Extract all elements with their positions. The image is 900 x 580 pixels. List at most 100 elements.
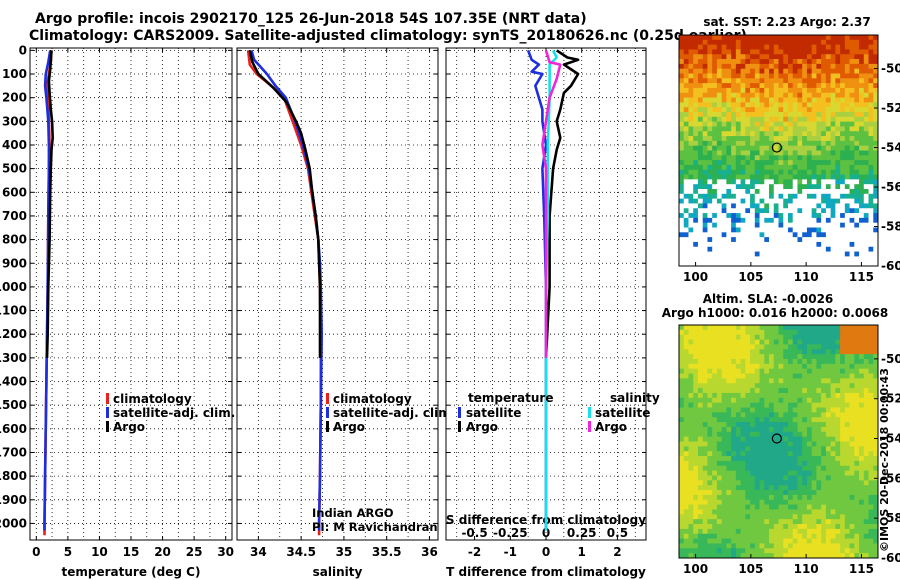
map-cell — [754, 102, 760, 108]
map-cell — [863, 241, 869, 248]
map-cell — [769, 261, 775, 267]
map-cell — [716, 251, 723, 257]
map-cell — [745, 475, 751, 481]
map-cell — [802, 407, 808, 413]
map-cell — [868, 232, 874, 238]
map-cell — [754, 54, 760, 60]
map-cell — [811, 102, 817, 108]
map-cell — [783, 83, 789, 89]
map-cell — [702, 446, 708, 452]
map-cell — [731, 553, 737, 559]
map-cell — [716, 78, 723, 84]
map-cell — [745, 538, 751, 544]
map-cell — [806, 251, 813, 257]
map-cell — [702, 397, 708, 404]
map-cell — [854, 121, 860, 127]
map-cell — [840, 256, 846, 262]
map-cell — [830, 160, 836, 166]
map-cell — [745, 189, 751, 195]
map-cell — [835, 383, 841, 389]
map-cell — [735, 116, 741, 123]
map-cell — [773, 334, 779, 340]
map-cell — [806, 460, 813, 467]
map-cell — [745, 198, 751, 204]
map-cell — [859, 504, 865, 510]
map-cell — [745, 553, 751, 559]
map-cell — [868, 160, 874, 166]
map-cell — [787, 524, 794, 530]
map-cell — [740, 131, 746, 137]
map-cell — [830, 465, 836, 472]
map-cell — [693, 222, 699, 228]
map-cell — [844, 256, 850, 262]
map-cell — [825, 59, 832, 65]
map-cell — [759, 412, 765, 418]
map-cell — [873, 339, 879, 345]
map-cell — [693, 499, 699, 505]
map-cell — [731, 54, 737, 60]
map-cell — [825, 184, 832, 190]
map-cell — [873, 470, 879, 476]
map-cell — [825, 169, 832, 175]
map-cell — [716, 97, 723, 103]
map-cell — [821, 232, 827, 238]
map-cell — [835, 509, 841, 515]
map-cell — [873, 373, 879, 379]
map-cell — [731, 504, 737, 510]
map-cell — [769, 246, 775, 252]
map-cell — [787, 145, 794, 151]
map-cell — [745, 59, 751, 65]
map-cell — [806, 514, 813, 520]
map-cell — [679, 44, 685, 50]
map-cell — [816, 548, 822, 554]
map-cell — [806, 426, 813, 433]
map-cell — [773, 102, 779, 108]
map-cell — [697, 363, 704, 370]
map-cell — [679, 217, 685, 224]
map-cell — [697, 126, 704, 132]
map-cell — [764, 131, 770, 137]
map-cell — [802, 208, 808, 214]
map-cell — [764, 49, 770, 55]
map-cell — [769, 378, 775, 384]
map-cell — [693, 78, 699, 84]
map-cell — [702, 107, 708, 113]
map-cell — [783, 329, 789, 336]
map-cell — [769, 126, 775, 132]
map-cell — [764, 63, 770, 70]
map-cell — [712, 519, 718, 525]
map-cell — [773, 145, 779, 151]
map-cell — [707, 524, 713, 530]
map-cell — [726, 349, 732, 355]
map-cell — [754, 524, 760, 530]
map-cell — [802, 499, 808, 505]
map-cell — [806, 73, 813, 79]
map-cell — [778, 524, 784, 530]
map-cell — [693, 63, 699, 70]
map-cell — [731, 431, 737, 438]
map-cell — [750, 431, 756, 438]
map-cell — [759, 241, 765, 248]
map-cell — [735, 334, 741, 340]
map-cell — [816, 373, 822, 379]
map-cell — [825, 528, 832, 535]
map-cell — [716, 392, 723, 399]
map-cell — [697, 198, 704, 204]
map-cell — [792, 217, 798, 224]
legend-swatch — [588, 421, 591, 432]
map-cell — [859, 349, 865, 355]
map-cell — [816, 358, 822, 365]
map-cell — [783, 241, 789, 248]
map-cell — [806, 160, 813, 166]
map-cell — [735, 504, 741, 510]
map-cell — [679, 179, 685, 185]
map-cell — [811, 470, 817, 476]
map-cell — [787, 44, 794, 50]
map-cell — [844, 241, 850, 248]
map-cell — [830, 164, 836, 171]
map-cell — [707, 39, 713, 46]
map-cell — [830, 456, 836, 462]
map-cell — [787, 217, 794, 224]
map-cell — [683, 63, 689, 70]
map-cell — [821, 456, 827, 462]
